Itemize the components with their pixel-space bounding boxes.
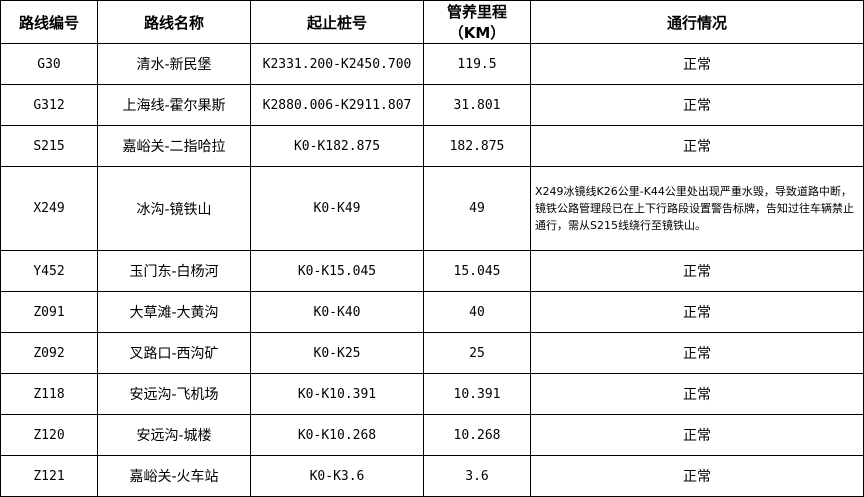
cell-status: 正常	[530, 250, 864, 292]
header-mileage: 管养里程 （KM）	[423, 0, 531, 44]
cell-stake-range: K0-K25	[250, 332, 424, 374]
cell-status: 正常	[530, 84, 864, 126]
cell-route-code: Z118	[0, 373, 98, 415]
cell-route-name: 清水-新民堡	[97, 43, 251, 85]
cell-status: 正常	[530, 455, 864, 497]
table-row: Z092 叉路口-西沟矿 K0-K25 25 正常	[0, 332, 864, 374]
cell-stake-range: K0-K182.875	[250, 125, 424, 167]
header-route-code: 路线编号	[0, 0, 98, 44]
header-mileage-unit: （KM）	[448, 24, 506, 42]
cell-mileage: 15.045	[423, 250, 531, 292]
cell-mileage: 182.875	[423, 125, 531, 167]
table-row: G312 上海线-霍尔果斯 K2880.006-K2911.807 31.801 正常	[0, 84, 864, 126]
table-row: Z091 大草滩-大黄沟 K0-K40 40 正常	[0, 291, 864, 333]
cell-mileage: 10.391	[423, 373, 531, 415]
table-row: Z120 安远沟-城楼 K0-K10.268 10.268 正常	[0, 414, 864, 456]
table-row: X249 冰沟-镜铁山 K0-K49 49 X249冰镜线K26公里-K44公里处出现严…	[0, 166, 864, 251]
cell-mileage: 119.5	[423, 43, 531, 85]
cell-route-code: X249	[0, 166, 98, 251]
cell-route-code: Z121	[0, 455, 98, 497]
table-row: Y452 玉门东-白杨河 K0-K15.045 15.045 正常	[0, 250, 864, 292]
cell-route-name: 冰沟-镜铁山	[97, 166, 251, 251]
cell-stake-range: K0-K10.391	[250, 373, 424, 415]
cell-stake-range: K0-K10.268	[250, 414, 424, 456]
cell-route-name: 叉路口-西沟矿	[97, 332, 251, 374]
cell-status: 正常	[530, 291, 864, 333]
cell-route-name: 安远沟-飞机场	[97, 373, 251, 415]
cell-route-name: 嘉峪关-二指哈拉	[97, 125, 251, 167]
cell-route-code: Z120	[0, 414, 98, 456]
cell-stake-range: K0-K40	[250, 291, 424, 333]
cell-mileage: 31.801	[423, 84, 531, 126]
table-row: S215 嘉峪关-二指哈拉 K0-K182.875 182.875 正常	[0, 125, 864, 167]
cell-route-code: G30	[0, 43, 98, 85]
cell-route-code: Z092	[0, 332, 98, 374]
cell-route-code: G312	[0, 84, 98, 126]
cell-mileage: 10.268	[423, 414, 531, 456]
cell-route-name: 嘉峪关-火车站	[97, 455, 251, 497]
cell-status: 正常	[530, 373, 864, 415]
cell-stake-range: K2331.200-K2450.700	[250, 43, 424, 85]
header-mileage-label: 管养里程	[446, 3, 507, 21]
cell-stake-range: K0-K15.045	[250, 250, 424, 292]
cell-route-name: 大草滩-大黄沟	[97, 291, 251, 333]
cell-status: X249冰镜线K26公里-K44公里处出现严重水毁，导致道路中断，镜铁公路管理段…	[530, 166, 864, 251]
cell-route-code: S215	[0, 125, 98, 167]
cell-status: 正常	[530, 332, 864, 374]
cell-status: 正常	[530, 125, 864, 167]
header-row: 路线编号 路线名称 起止桩号 管养里程 （KM） 通行情况	[0, 0, 864, 44]
cell-route-name: 玉门东-白杨河	[97, 250, 251, 292]
cell-route-name: 上海线-霍尔果斯	[97, 84, 251, 126]
header-status: 通行情况	[530, 0, 864, 44]
header-stake: 起止桩号	[250, 0, 424, 44]
cell-mileage: 40	[423, 291, 531, 333]
table-row: G30 清水-新民堡 K2331.200-K2450.700 119.5 正常	[0, 43, 864, 85]
cell-stake-range: K2880.006-K2911.807	[250, 84, 424, 126]
table-row: Z118 安远沟-飞机场 K0-K10.391 10.391 正常	[0, 373, 864, 415]
cell-status: 正常	[530, 43, 864, 85]
cell-route-code: Y452	[0, 250, 98, 292]
cell-stake-range: K0-K3.6	[250, 455, 424, 497]
cell-stake-range: K0-K49	[250, 166, 424, 251]
cell-mileage: 49	[423, 166, 531, 251]
table-row: Z121 嘉峪关-火车站 K0-K3.6 3.6 正常	[0, 455, 864, 497]
cell-route-code: Z091	[0, 291, 98, 333]
cell-mileage: 25	[423, 332, 531, 374]
cell-route-name: 安远沟-城楼	[97, 414, 251, 456]
header-route-name: 路线名称	[97, 0, 251, 44]
cell-mileage: 3.6	[423, 455, 531, 497]
cell-status: 正常	[530, 414, 864, 456]
